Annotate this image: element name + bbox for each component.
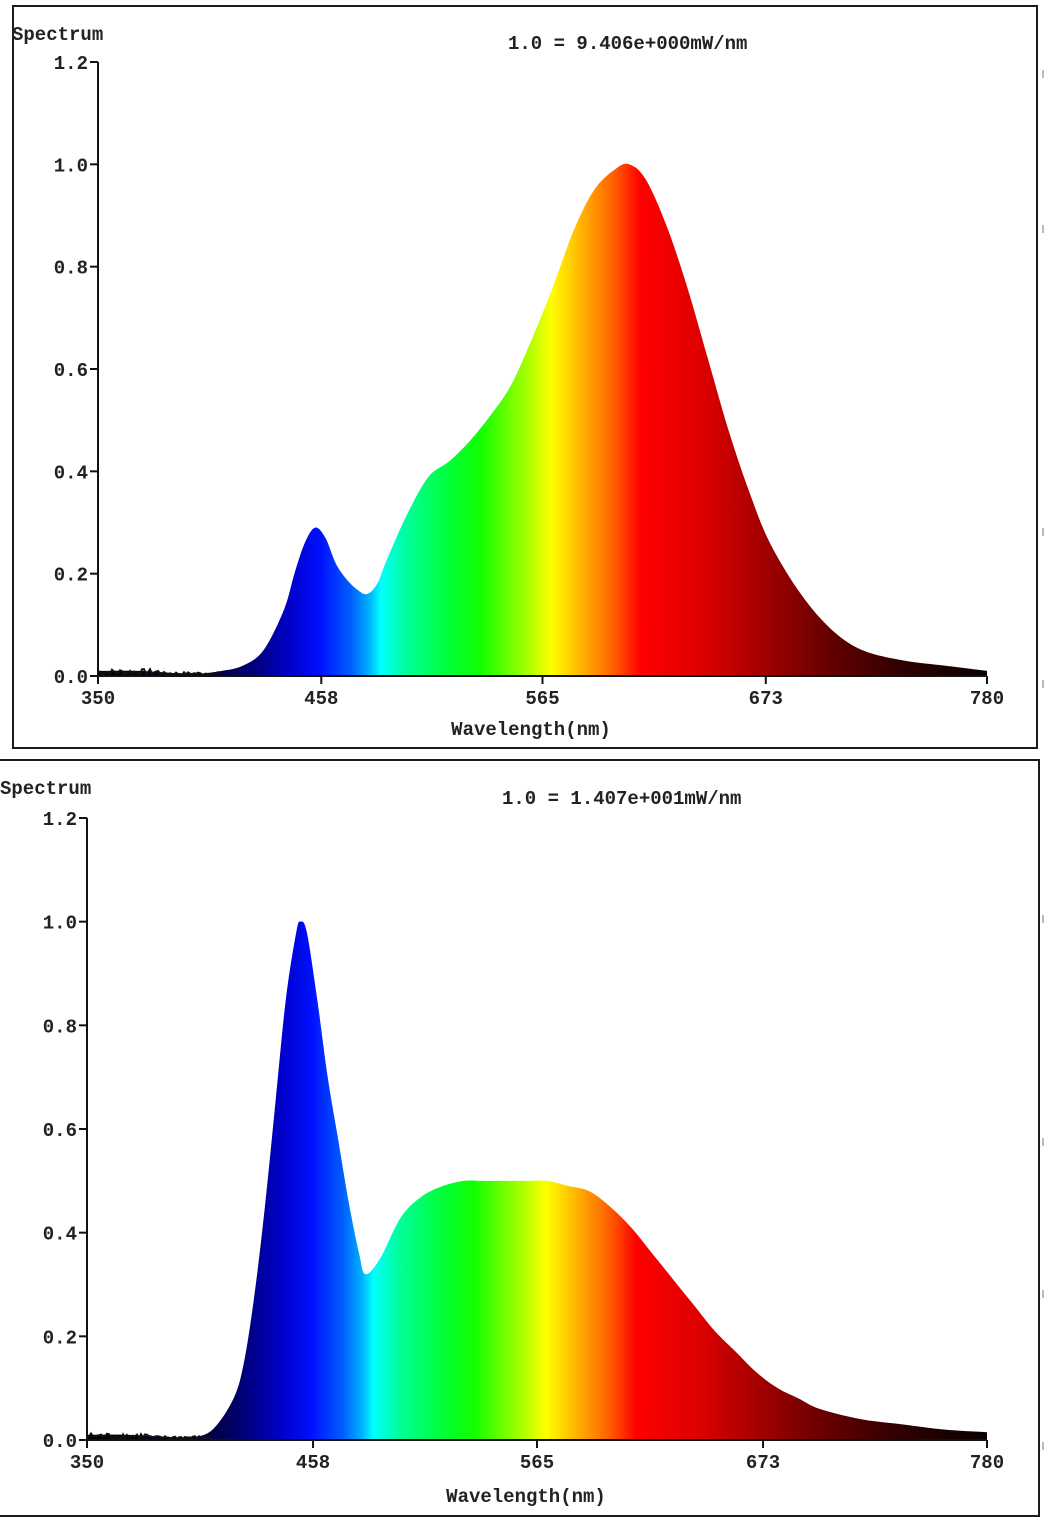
x-tick-label: 350 [70,1452,104,1474]
edge-artifact [1042,528,1044,536]
y-tick-label: 0.4 [43,1224,77,1246]
edge-artifact [1042,915,1044,923]
y-tick-label: 0.4 [54,462,88,484]
y-tick-label: 0.8 [54,258,88,280]
spectrum-area-2 [87,921,987,1440]
chart-title-1: Spectrum [12,24,103,46]
x-ticks-2: 350 458 565 673 780 [70,1440,1004,1474]
y-tick-label: 0.6 [43,1120,77,1142]
edge-artifact [1042,1442,1044,1450]
y-tick-label: 1.2 [54,53,88,75]
chart-1: 0.0 0.2 0.4 0.6 0.8 1.0 1.2 350 458 565 673 780 Sp… [12,24,1004,741]
x-tick-label: 350 [81,688,115,710]
x-axis-label-1: Wavelength(nm) [451,719,611,741]
y-tick-label: 0.6 [54,360,88,382]
x-tick-label: 565 [525,688,559,710]
x-ticks-1: 350 458 565 673 780 [81,676,1004,710]
y-tick-label: 1.0 [54,155,88,177]
chart-title-2: Spectrum [0,778,91,800]
x-axis-label-2: Wavelength(nm) [446,1486,606,1508]
y-tick-label: 0.2 [54,565,88,587]
x-tick-label: 673 [749,688,783,710]
x-tick-label: 673 [746,1452,780,1474]
scale-note-2: 1.0 = 1.407e+001mW/nm [502,788,741,810]
edge-artifact [1042,225,1044,233]
edge-artifact [1042,70,1044,78]
edge-artifact [1042,1138,1044,1146]
scale-note-1: 1.0 = 9.406e+000mW/nm [508,33,747,55]
spectrum-area-1 [98,163,987,677]
x-tick-label: 458 [296,1452,330,1474]
y-tick-label: 0.0 [54,667,88,689]
edge-artifact [1042,1290,1044,1298]
x-tick-label: 565 [520,1452,554,1474]
x-tick-label: 780 [970,1452,1004,1474]
y-ticks-2: 0.0 0.2 0.4 0.6 0.8 1.0 1.2 [43,809,87,1453]
y-tick-label: 0.0 [43,1431,77,1453]
y-ticks-1: 0.0 0.2 0.4 0.6 0.8 1.0 1.2 [54,53,98,689]
y-tick-label: 0.2 [43,1327,77,1349]
baseline-noise-2 [86,1431,212,1441]
x-tick-label: 458 [304,688,338,710]
edge-artifact [1042,680,1044,688]
y-tick-label: 1.0 [43,913,77,935]
x-tick-label: 780 [970,688,1004,710]
baseline-noise-1 [97,667,223,677]
y-tick-label: 0.8 [43,1016,77,1038]
y-tick-label: 1.2 [43,809,77,831]
chart-2: 0.0 0.2 0.4 0.6 0.8 1.0 1.2 350 458 565 673 780 Sp… [0,778,1004,1508]
